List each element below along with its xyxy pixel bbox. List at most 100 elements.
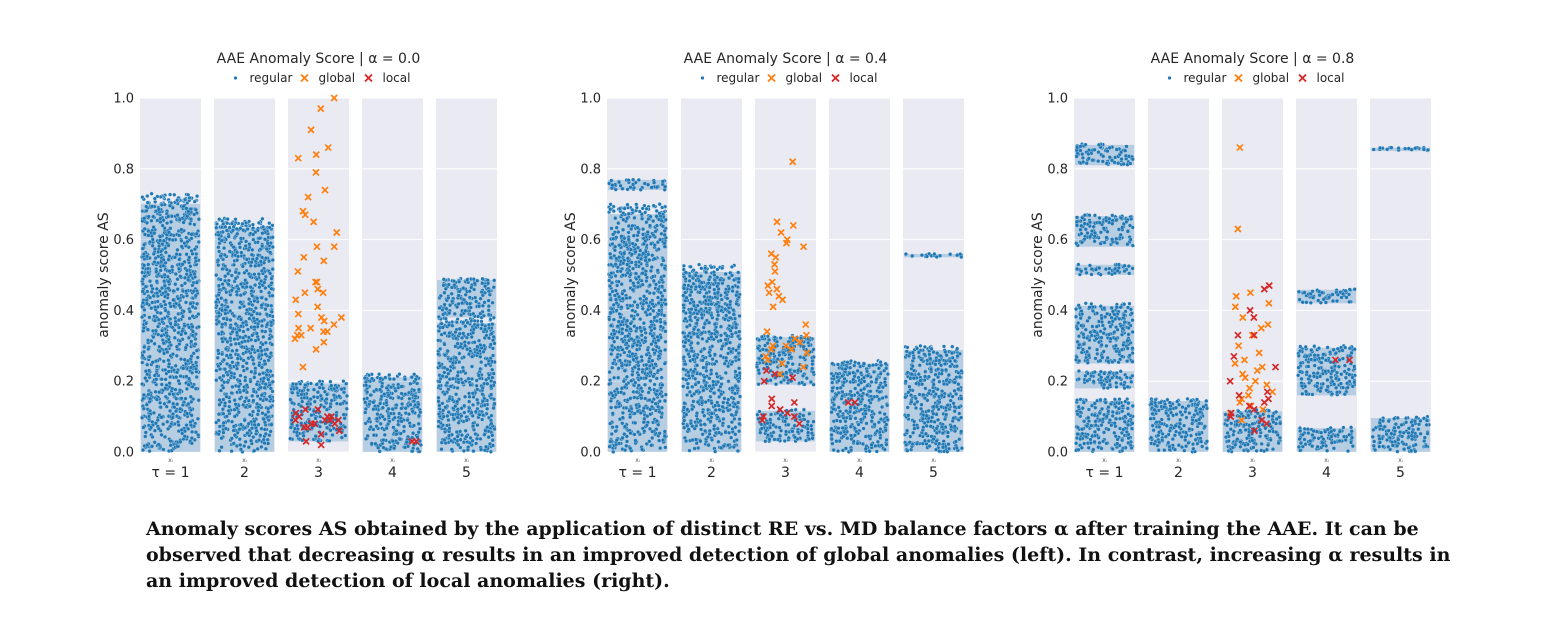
y-tick-label: 0.8 xyxy=(580,162,601,177)
y-tick-label: 0.0 xyxy=(580,446,601,461)
regular-point xyxy=(195,194,200,199)
y-tick-label: 0.0 xyxy=(113,446,134,461)
category-sublabel: xᵢ xyxy=(242,457,247,464)
regular-point xyxy=(225,217,230,222)
regular-point xyxy=(260,216,265,221)
regular-point xyxy=(729,264,734,269)
regular-point xyxy=(179,244,184,249)
regular-point xyxy=(651,203,656,208)
category-column-1: xᵢτ = 1 xyxy=(606,97,669,481)
regular-point xyxy=(611,209,616,214)
category-label: 5 xyxy=(462,465,471,481)
regular-point xyxy=(168,408,173,413)
regular-point xyxy=(140,195,145,200)
regular-point xyxy=(172,192,177,197)
y-tick-label: 0.6 xyxy=(113,233,134,248)
category-sublabel: xᵢ xyxy=(390,457,395,464)
regular-point xyxy=(195,416,200,421)
regular-point xyxy=(617,206,622,211)
legend-marker-global xyxy=(300,73,309,83)
y-tick-label: 0.4 xyxy=(580,304,601,319)
regular-point xyxy=(214,221,220,227)
category-label: 3 xyxy=(314,465,323,481)
legend-label-local: local xyxy=(850,71,878,85)
y-tick-label: 0.2 xyxy=(580,375,601,390)
regular-point xyxy=(157,289,162,294)
category-label: 2 xyxy=(240,465,249,481)
regular-point xyxy=(472,318,477,323)
category-column-2: xᵢ2 xyxy=(681,97,743,481)
regular-point xyxy=(622,206,627,211)
regular-point xyxy=(244,220,249,225)
category-column-3: xᵢ3 xyxy=(288,94,350,481)
regular-point xyxy=(608,202,613,207)
regular-point xyxy=(149,191,154,196)
regular-point xyxy=(681,263,686,268)
regular-point xyxy=(175,287,180,292)
regular-point xyxy=(643,210,648,215)
regular-points xyxy=(436,276,497,454)
y-axis-label: anomaly score AS xyxy=(563,212,579,338)
regular-points xyxy=(681,262,743,454)
legend-marker-local xyxy=(364,73,373,83)
regular-point xyxy=(250,222,255,227)
regular-point xyxy=(488,317,493,322)
regular-point xyxy=(158,400,163,405)
regular-point xyxy=(608,207,613,212)
category-label: τ = 1 xyxy=(152,465,190,481)
regular-point xyxy=(267,221,272,226)
regular-density xyxy=(437,322,496,452)
regular-point xyxy=(697,262,702,267)
category-column-5: xᵢ5 xyxy=(436,97,497,481)
regular-point xyxy=(233,217,238,222)
y-tick-label: 1.0 xyxy=(113,92,134,107)
regular-density xyxy=(215,227,274,452)
category-label: τ = 1 xyxy=(619,465,657,481)
legend-marker-global xyxy=(767,73,776,83)
regular-point xyxy=(217,217,222,222)
regular-density xyxy=(608,214,667,452)
regular-point xyxy=(229,221,235,226)
regular-point xyxy=(221,221,226,226)
regular-point xyxy=(187,195,192,200)
regular-point xyxy=(146,262,151,267)
regular-point xyxy=(140,360,145,365)
regular-point xyxy=(397,372,402,377)
regular-point xyxy=(145,193,150,199)
regular-point xyxy=(630,207,635,212)
regular-point xyxy=(699,266,704,271)
regular-point xyxy=(377,372,382,377)
regular-point xyxy=(634,202,639,207)
regular-point xyxy=(153,421,158,426)
legend-marker-regular xyxy=(700,76,705,80)
legend-label-local: local xyxy=(383,71,411,85)
regular-point xyxy=(183,197,188,202)
regular-point xyxy=(168,192,173,197)
category-label: 4 xyxy=(388,465,397,481)
category-column-1: xᵢτ = 1 xyxy=(139,97,201,481)
regular-point xyxy=(152,246,157,251)
regular-point xyxy=(225,221,230,226)
legend-label-global: global xyxy=(786,71,823,85)
category-sublabel: xᵢ xyxy=(464,457,469,464)
legend-label-global: global xyxy=(319,71,356,85)
regular-points xyxy=(139,191,201,454)
regular-point xyxy=(192,199,197,204)
regular-point xyxy=(158,194,163,199)
regular-point xyxy=(328,379,333,384)
regular-point xyxy=(179,283,184,288)
y-tick-label: 0.2 xyxy=(113,375,134,390)
regular-point xyxy=(720,266,725,271)
legend-label-regular: regular xyxy=(717,71,760,85)
regular-points xyxy=(214,216,276,454)
legend-marker-regular xyxy=(233,76,238,80)
regular-density xyxy=(608,179,667,191)
chart-2: AAE Anomaly Score | α = 0.4 regular global… xyxy=(563,51,964,481)
regular-point xyxy=(637,209,642,214)
regular-point xyxy=(240,221,245,226)
chart-title: AAE Anomaly Score | α = 0.4 xyxy=(684,51,888,67)
regular-point xyxy=(196,239,201,245)
regular-point xyxy=(366,373,372,378)
y-axis-label: anomaly score AS xyxy=(96,212,112,338)
